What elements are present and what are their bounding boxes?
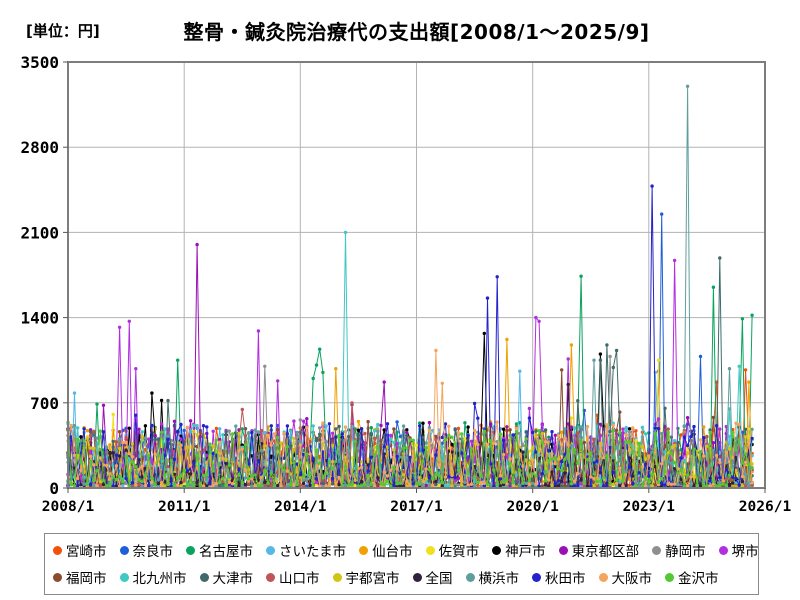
legend-label: 北九州市 xyxy=(132,571,187,587)
legend-marker-icon xyxy=(53,545,62,555)
legend-item-9: 堺市 xyxy=(718,540,759,560)
legend-item-11: 北九州市 xyxy=(119,567,187,587)
legend-item-18: 大阪市 xyxy=(598,567,653,587)
svg-text:2017/1: 2017/1 xyxy=(390,499,443,515)
legend-marker-icon xyxy=(492,545,502,555)
legend-label: 佐賀市 xyxy=(438,544,480,560)
legend-label: 金沢市 xyxy=(678,571,719,587)
legend-marker-icon xyxy=(665,572,674,582)
legend-marker-icon xyxy=(412,572,422,582)
svg-text:1400: 1400 xyxy=(20,309,59,328)
svg-text:2008/1: 2008/1 xyxy=(42,499,95,515)
legend-item-1: 奈良市 xyxy=(119,540,174,560)
svg-text:700: 700 xyxy=(30,394,59,413)
legend-label: 名古屋市 xyxy=(199,544,253,560)
legend-item-0: 宮崎市 xyxy=(53,540,107,560)
legend-item-6: 神戸市 xyxy=(492,540,546,560)
legend-label: 全国 xyxy=(425,571,453,587)
legend-marker-icon xyxy=(652,545,662,555)
legend-marker-icon xyxy=(532,572,541,582)
legend-marker-icon xyxy=(718,545,728,555)
legend-label: 堺市 xyxy=(731,544,759,560)
legend-marker-icon xyxy=(425,545,435,555)
legend-marker-icon xyxy=(598,572,608,582)
x-axis-labels: 2008/1 2011/1 2014/1 2017/1 2020/1 2023/1 2026… xyxy=(42,488,792,515)
svg-text:2026/1: 2026/1 xyxy=(739,499,792,515)
legend-item-16: 横浜市 xyxy=(465,567,520,587)
legend-marker-icon xyxy=(558,545,568,555)
legend-marker-icon xyxy=(359,545,369,555)
svg-text:2014/1: 2014/1 xyxy=(274,499,327,515)
legend-item-3: さいたま市 xyxy=(266,540,346,560)
svg-text:2020/1: 2020/1 xyxy=(507,499,560,515)
series-lines xyxy=(66,84,754,489)
legend-item-13: 山口市 xyxy=(266,567,320,587)
legend-label: 神戸市 xyxy=(505,544,546,560)
legend-label: さいたま市 xyxy=(279,544,347,560)
legend-item-10: 福岡市 xyxy=(53,567,107,587)
svg-text:0: 0 xyxy=(49,479,59,498)
y-axis-labels: 0 700 1400 2100 2800 3500 xyxy=(20,53,68,498)
legend-label: 大津市 xyxy=(212,571,254,587)
legend-label: 秋田市 xyxy=(545,571,586,587)
legend-label: 福岡市 xyxy=(66,571,107,587)
legend-label: 大阪市 xyxy=(611,571,653,587)
legend-row-2: 福岡市 北九州市 大津市 山口市 宇都宮市 全国 横浜市 秋田市 大阪市 金沢市 xyxy=(53,564,752,590)
svg-text:2011/1: 2011/1 xyxy=(158,499,211,515)
legend-marker-icon xyxy=(119,545,129,555)
legend-label: 奈良市 xyxy=(132,544,174,560)
grid-lines xyxy=(68,62,765,488)
legend-label: 山口市 xyxy=(279,571,320,587)
legend-label: 宮崎市 xyxy=(66,544,107,560)
legend-marker-icon xyxy=(199,572,209,582)
svg-text:2800: 2800 xyxy=(20,138,59,157)
legend-marker-icon xyxy=(53,572,62,582)
legend-item-14: 宇都宮市 xyxy=(332,567,400,587)
legend-marker-icon xyxy=(266,572,275,582)
series-line-19 xyxy=(66,420,754,489)
legend-marker-icon xyxy=(465,572,475,582)
legend-item-7: 東京都区部 xyxy=(558,540,640,560)
legend-item-4: 仙台市 xyxy=(359,540,413,560)
legend-item-15: 全国 xyxy=(412,567,453,587)
legend-label: 仙台市 xyxy=(372,544,413,560)
legend-item-17: 秋田市 xyxy=(532,567,586,587)
legend-marker-icon xyxy=(186,545,195,555)
legend-label: 静岡市 xyxy=(665,544,706,560)
legend-marker-icon xyxy=(332,572,342,582)
legend-box: 宮崎市 奈良市 名古屋市 さいたま市 仙台市 佐賀市 神戸市 東京都区部 静岡市 堺市福岡市 北九州… xyxy=(44,533,759,595)
legend-label: 宇都宮市 xyxy=(345,571,400,587)
legend-item-12: 大津市 xyxy=(199,567,254,587)
svg-text:2100: 2100 xyxy=(20,223,59,242)
unit-label: [単位：円] xyxy=(26,22,100,40)
legend-item-2: 名古屋市 xyxy=(186,540,253,560)
legend-marker-icon xyxy=(119,572,129,582)
legend-item-19: 金沢市 xyxy=(665,567,719,587)
legend-label: 横浜市 xyxy=(478,571,520,587)
svg-text:3500: 3500 xyxy=(20,53,59,72)
legend-label: 東京都区部 xyxy=(571,544,640,560)
chart-title: 整骨・鍼灸院治療代の支出額[2008/1～2025/9] xyxy=(183,20,650,44)
legend-marker-icon xyxy=(266,545,275,555)
legend-item-8: 静岡市 xyxy=(652,540,706,560)
legend-item-5: 佐賀市 xyxy=(425,540,480,560)
legend-row-1: 宮崎市 奈良市 名古屋市 さいたま市 仙台市 佐賀市 神戸市 東京都区部 静岡市 堺市 xyxy=(53,537,759,563)
svg-text:2023/1: 2023/1 xyxy=(623,499,676,515)
